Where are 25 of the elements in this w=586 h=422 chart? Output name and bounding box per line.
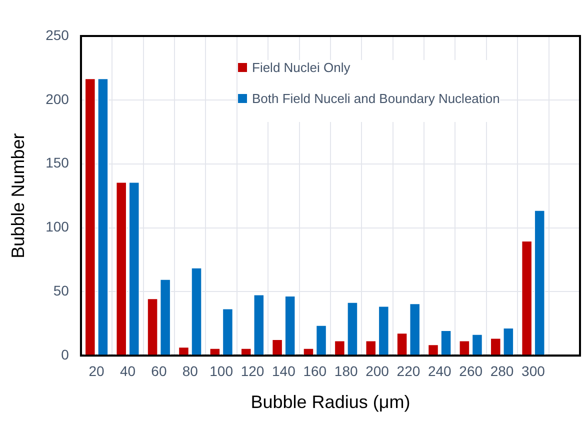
x-tick-label: 100 <box>210 362 234 379</box>
y-tick-label: 50 <box>53 282 70 299</box>
x-tick-label: 140 <box>272 362 296 379</box>
legend-label: Field Nuclei Only <box>252 60 350 75</box>
x-tick-label: 180 <box>334 362 358 379</box>
legend-label: Both Field Nuceli and Boundary Nucleation <box>252 91 500 106</box>
x-tick-label: 20 <box>88 362 105 379</box>
x-tick-label: 240 <box>428 362 452 379</box>
x-tick-label: 200 <box>366 362 390 379</box>
y-tick-label: 200 <box>46 90 70 107</box>
x-tick-label: 160 <box>303 362 327 379</box>
x-tick-label: 80 <box>182 362 198 379</box>
x-tick-label: 40 <box>120 362 136 379</box>
x-tick-label: 280 <box>490 362 514 379</box>
y-tick-label: 0 <box>61 346 70 362</box>
x-axis-title: Bubble Radius (μm) <box>250 392 410 412</box>
x-tick-label: 260 <box>459 362 483 379</box>
y-axis-title: Bubble Number <box>8 133 28 258</box>
x-tick-label: 300 <box>522 362 546 379</box>
y-tick-label: 250 <box>46 26 70 43</box>
y-tick-label: 100 <box>46 218 70 235</box>
x-tick-label: 120 <box>240 362 264 379</box>
y-tick-label: 150 <box>46 154 70 171</box>
x-tick-label: 60 <box>151 362 167 379</box>
x-tick-label: 220 <box>396 362 420 379</box>
